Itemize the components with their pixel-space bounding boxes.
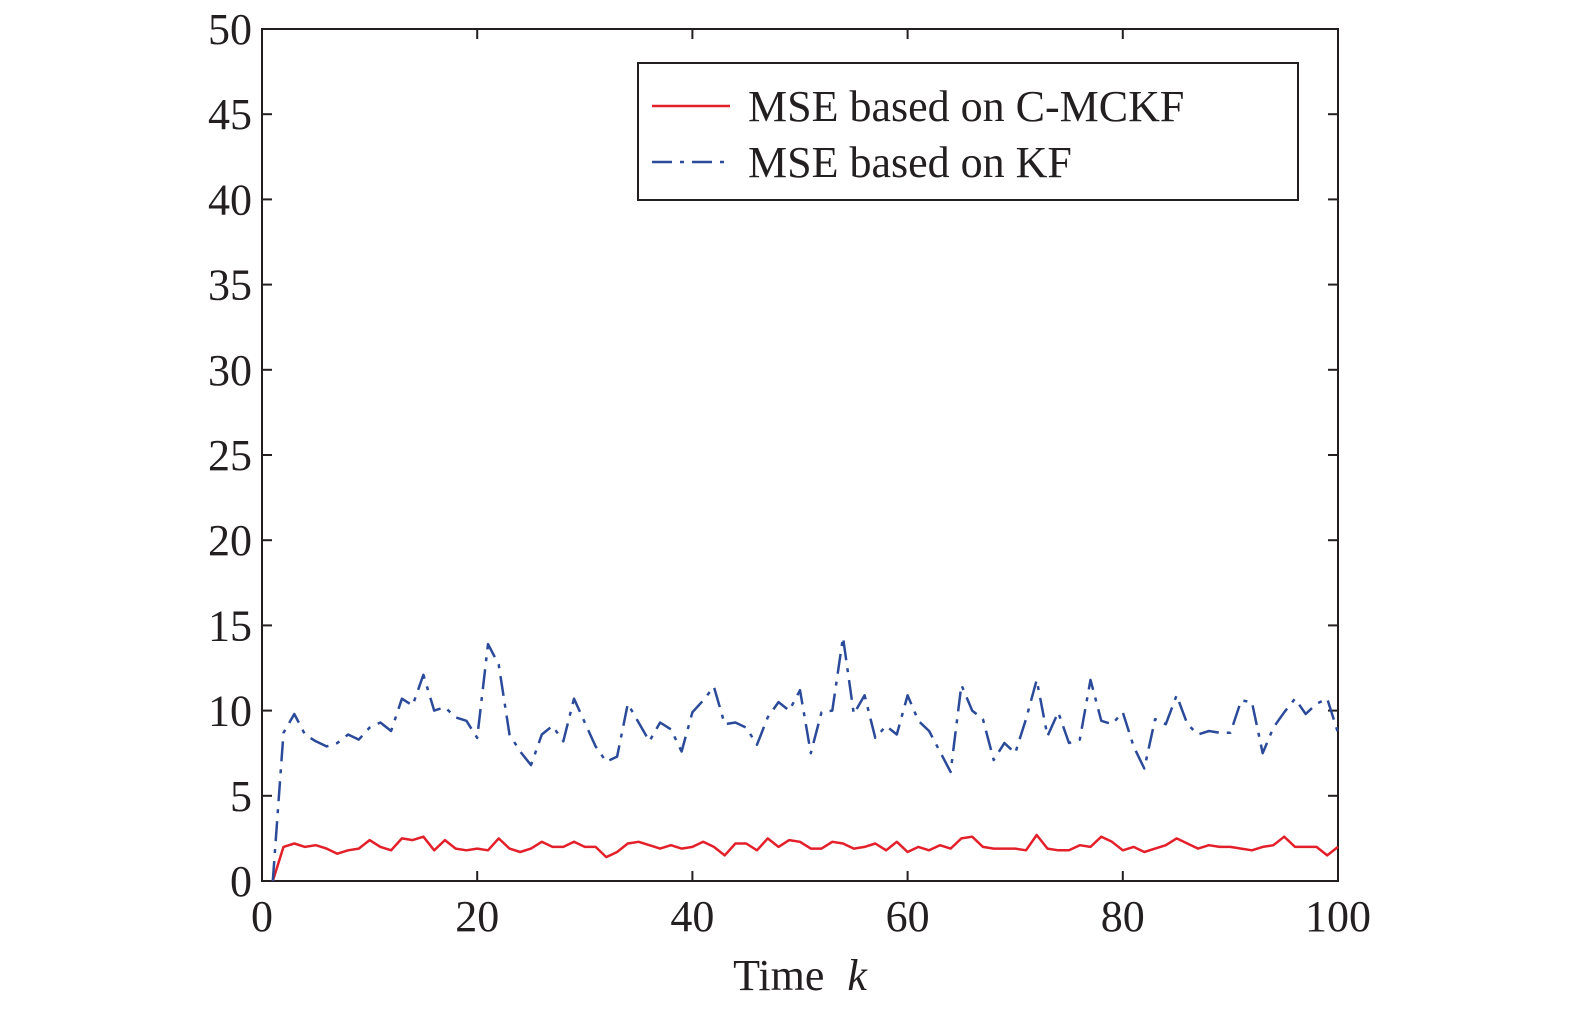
y-tick-label: 5	[230, 772, 252, 821]
y-axis: 0 5 10 15 20 25 30 35 40 45 50	[208, 5, 1338, 906]
x-tick-label: 60	[886, 892, 930, 941]
series-layer	[271, 636, 1340, 882]
y-tick-label: 25	[208, 431, 252, 480]
x-tick-label: 100	[1305, 892, 1371, 941]
x-axis-title-text: Time	[733, 951, 824, 1000]
y-tick-label: 30	[208, 346, 252, 395]
x-tick-label: 20	[455, 892, 499, 941]
y-tick-label: 0	[230, 857, 252, 906]
y-tick-label: 40	[208, 175, 252, 224]
x-tick-label: 40	[670, 892, 714, 941]
legend-label-c-mckf: MSE based on C-MCKF	[748, 82, 1184, 131]
x-axis-title-variable: k	[847, 951, 868, 1000]
x-axis-title: Time k	[733, 951, 868, 1000]
y-tick-label: 10	[208, 687, 252, 736]
y-tick-label: 45	[208, 90, 252, 139]
y-tick-label: 20	[208, 516, 252, 565]
y-tick-label: 15	[208, 601, 252, 650]
y-tick-label: 50	[208, 5, 252, 54]
legend-box	[637, 62, 1299, 201]
legend-label-kf: MSE based on KF	[748, 138, 1072, 187]
x-axis: 0 20 40 60 80 100	[251, 29, 1371, 941]
x-tick-label: 0	[251, 892, 273, 941]
x-tick-label: 80	[1101, 892, 1145, 941]
series-line-c-mckf	[271, 833, 1339, 882]
y-tick-label: 35	[208, 261, 252, 310]
legend: MSE based on C-MCKF MSE based on KF	[637, 62, 1299, 201]
